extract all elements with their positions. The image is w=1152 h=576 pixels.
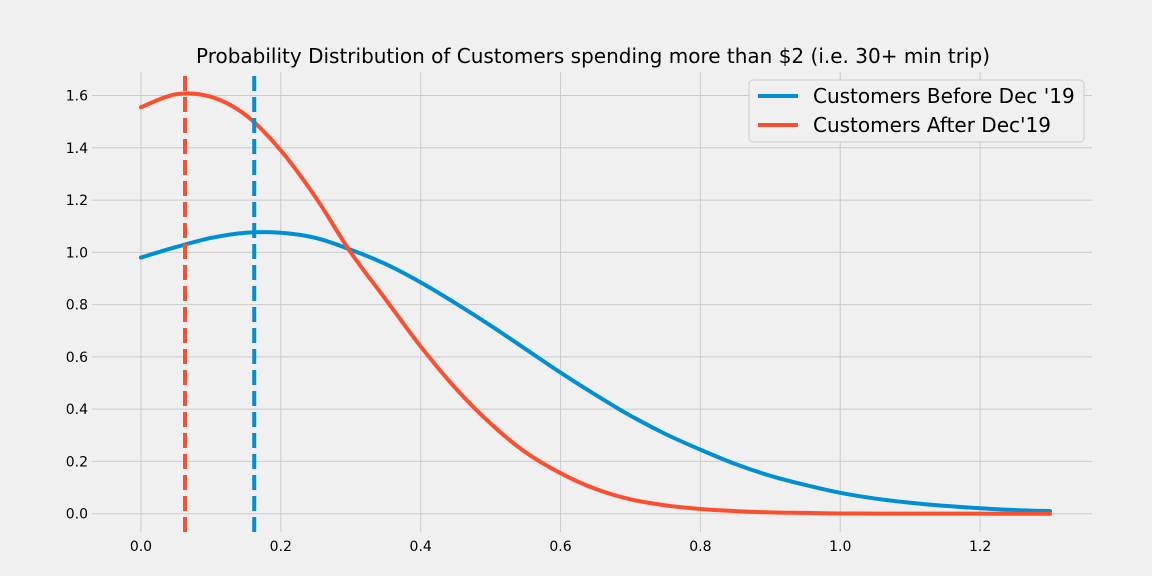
y-tick-label: 1.6 — [66, 89, 88, 105]
legend: Customers Before Dec '19 Customers After … — [748, 79, 1085, 143]
legend-label: Customers After Dec'19 — [813, 113, 1051, 137]
chart-title: Probability Distribution of Customers sp… — [196, 44, 990, 68]
series-line-1 — [138, 91, 1053, 516]
y-tick-label: 1.2 — [66, 193, 88, 209]
y-tick-label: 1.0 — [66, 245, 88, 261]
series-layer — [138, 91, 1053, 516]
x-tick-label: 1.0 — [829, 539, 851, 555]
x-tick-label: 0.0 — [130, 539, 152, 555]
y-tick-label: 0.8 — [66, 298, 88, 314]
x-tick-label: 1.2 — [969, 539, 991, 555]
y-tick-label: 0.0 — [66, 507, 88, 523]
x-tick-label: 0.4 — [410, 539, 432, 555]
tick-labels: 0.0 0.2 0.4 0.6 0.8 1.0 1.2 0.0 0.2 0.4 0.6 0.8 1.0 1… — [66, 89, 992, 555]
grid — [92, 72, 1092, 532]
x-tick-label: 0.6 — [549, 539, 571, 555]
x-tick-label: 0.8 — [689, 539, 711, 555]
series-line-0 — [138, 230, 1053, 514]
legend-label: Customers Before Dec '19 — [813, 84, 1075, 108]
y-tick-label: 0.6 — [66, 350, 88, 366]
x-tick-label: 0.2 — [270, 539, 292, 555]
vline-layer — [183, 76, 257, 536]
y-tick-label: 0.2 — [66, 454, 88, 470]
y-tick-label: 0.4 — [66, 402, 88, 418]
legend-box — [748, 79, 1085, 143]
y-tick-label: 1.4 — [66, 141, 88, 157]
